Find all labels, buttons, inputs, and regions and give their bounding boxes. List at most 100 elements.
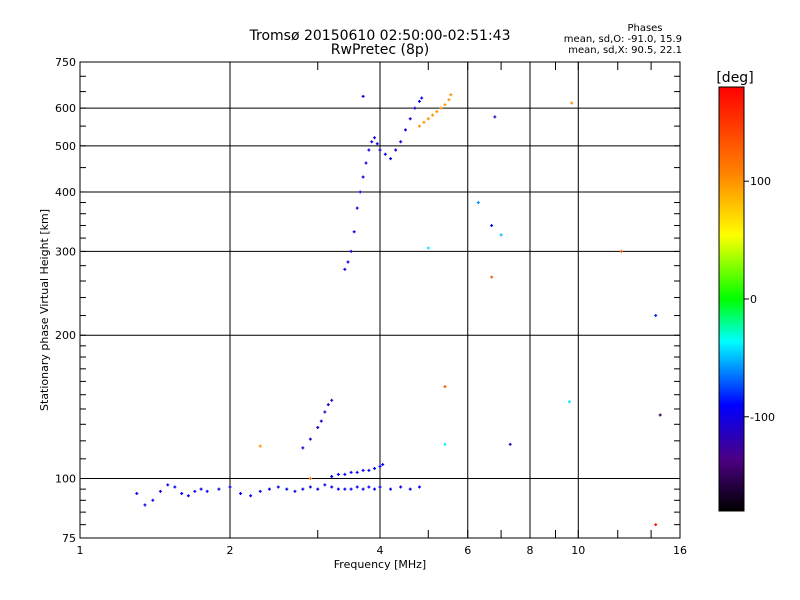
colorbar-label: [deg] — [716, 70, 753, 86]
x-tick-label: 1 — [77, 544, 84, 557]
data-point — [228, 485, 232, 489]
y-tick-label: 400 — [55, 186, 76, 199]
y-tick-label: 75 — [62, 532, 76, 545]
data-point — [180, 492, 184, 496]
data-point — [490, 224, 494, 228]
data-point — [364, 161, 368, 165]
data-point — [308, 485, 312, 489]
data-point — [367, 148, 371, 152]
data-point — [326, 403, 330, 407]
data-point — [431, 113, 435, 117]
data-point — [476, 201, 480, 205]
data-point — [316, 425, 320, 429]
data-point — [370, 140, 374, 144]
chart-subtitle: RwPretec (8p) — [331, 42, 429, 58]
data-point — [293, 489, 297, 493]
data-point — [654, 523, 658, 527]
data-point — [426, 246, 430, 250]
data-point — [567, 400, 571, 404]
x-tick-label: 16 — [673, 544, 687, 557]
data-point — [443, 103, 447, 107]
stats-x-mode: mean, sd,X: 90.5, 22.1 — [568, 45, 682, 56]
x-tick-label: 2 — [227, 544, 234, 557]
data-point — [336, 487, 340, 491]
x-tick-labels: 1 2 4 6 8 10 16 — [77, 544, 688, 557]
data-point — [658, 413, 662, 417]
chart-title: Tromsø 20150610 02:50:00-02:51:43 — [249, 28, 511, 44]
data-point — [399, 140, 403, 144]
y-axis-label: Stationary phase Virtual Height [km] — [38, 209, 51, 411]
data-point — [199, 487, 203, 491]
data-point — [417, 99, 421, 103]
data-point — [361, 175, 365, 179]
data-point — [361, 487, 365, 491]
data-point — [375, 142, 379, 146]
data-point — [435, 110, 439, 114]
data-point — [439, 106, 443, 110]
y-tick-label: 750 — [55, 56, 76, 69]
data-point — [151, 498, 155, 502]
data-point — [422, 120, 426, 124]
data-point — [619, 249, 623, 253]
data-point — [193, 489, 197, 493]
stats-heading: Phases — [627, 23, 662, 34]
data-point — [490, 275, 494, 279]
data-point — [373, 466, 377, 470]
data-point — [408, 487, 412, 491]
colorbar-tick-label: 100 — [750, 175, 771, 188]
data-point — [378, 148, 382, 152]
y-tick-label: 600 — [55, 102, 76, 115]
data-point — [285, 487, 289, 491]
data-point — [493, 115, 497, 119]
data-point — [449, 93, 453, 97]
data-point — [349, 470, 353, 474]
data-point — [308, 477, 312, 481]
colorbar-ticks: 100 0 -100 — [744, 175, 775, 424]
x-tick-label: 6 — [464, 544, 471, 557]
data-point — [258, 444, 262, 448]
data-point — [319, 419, 323, 423]
data-point — [267, 487, 271, 491]
data-point — [217, 487, 221, 491]
data-point — [135, 492, 139, 496]
data-point — [570, 101, 574, 105]
y-tick-label: 500 — [55, 140, 76, 153]
colorbar-tick-label: 0 — [750, 293, 757, 306]
data-point — [355, 470, 359, 474]
data-point — [413, 106, 417, 110]
data-point — [378, 464, 382, 468]
data-point — [258, 489, 262, 493]
data-point — [343, 472, 347, 476]
data-point — [508, 442, 512, 446]
data-point — [330, 474, 334, 478]
data-point — [143, 503, 147, 507]
data-point — [316, 487, 320, 491]
data-point — [158, 489, 162, 493]
data-point — [394, 148, 398, 152]
data-point — [399, 485, 403, 489]
data-point — [447, 98, 451, 102]
y-tick-labels: 75 100 200 300 400 500 600 750 — [55, 56, 76, 545]
data-point — [417, 124, 421, 128]
data-point — [323, 410, 327, 414]
data-point — [301, 446, 305, 450]
data-point — [417, 485, 421, 489]
grid-lines — [80, 62, 680, 538]
data-point — [186, 494, 190, 498]
data-point — [343, 487, 347, 491]
data-point — [205, 489, 209, 493]
data-point — [249, 494, 253, 498]
data-point — [389, 157, 393, 161]
data-point — [378, 485, 382, 489]
data-point — [383, 152, 387, 156]
y-tick-label: 100 — [55, 473, 76, 486]
data-point — [373, 136, 377, 140]
data-point — [408, 117, 412, 121]
data-point — [426, 117, 430, 121]
x-axis-label: Frequency [MHz] — [334, 558, 426, 571]
data-point — [358, 190, 362, 194]
data-point — [403, 128, 407, 132]
colorbar-tick-label: -100 — [750, 411, 775, 424]
data-point — [420, 96, 424, 100]
